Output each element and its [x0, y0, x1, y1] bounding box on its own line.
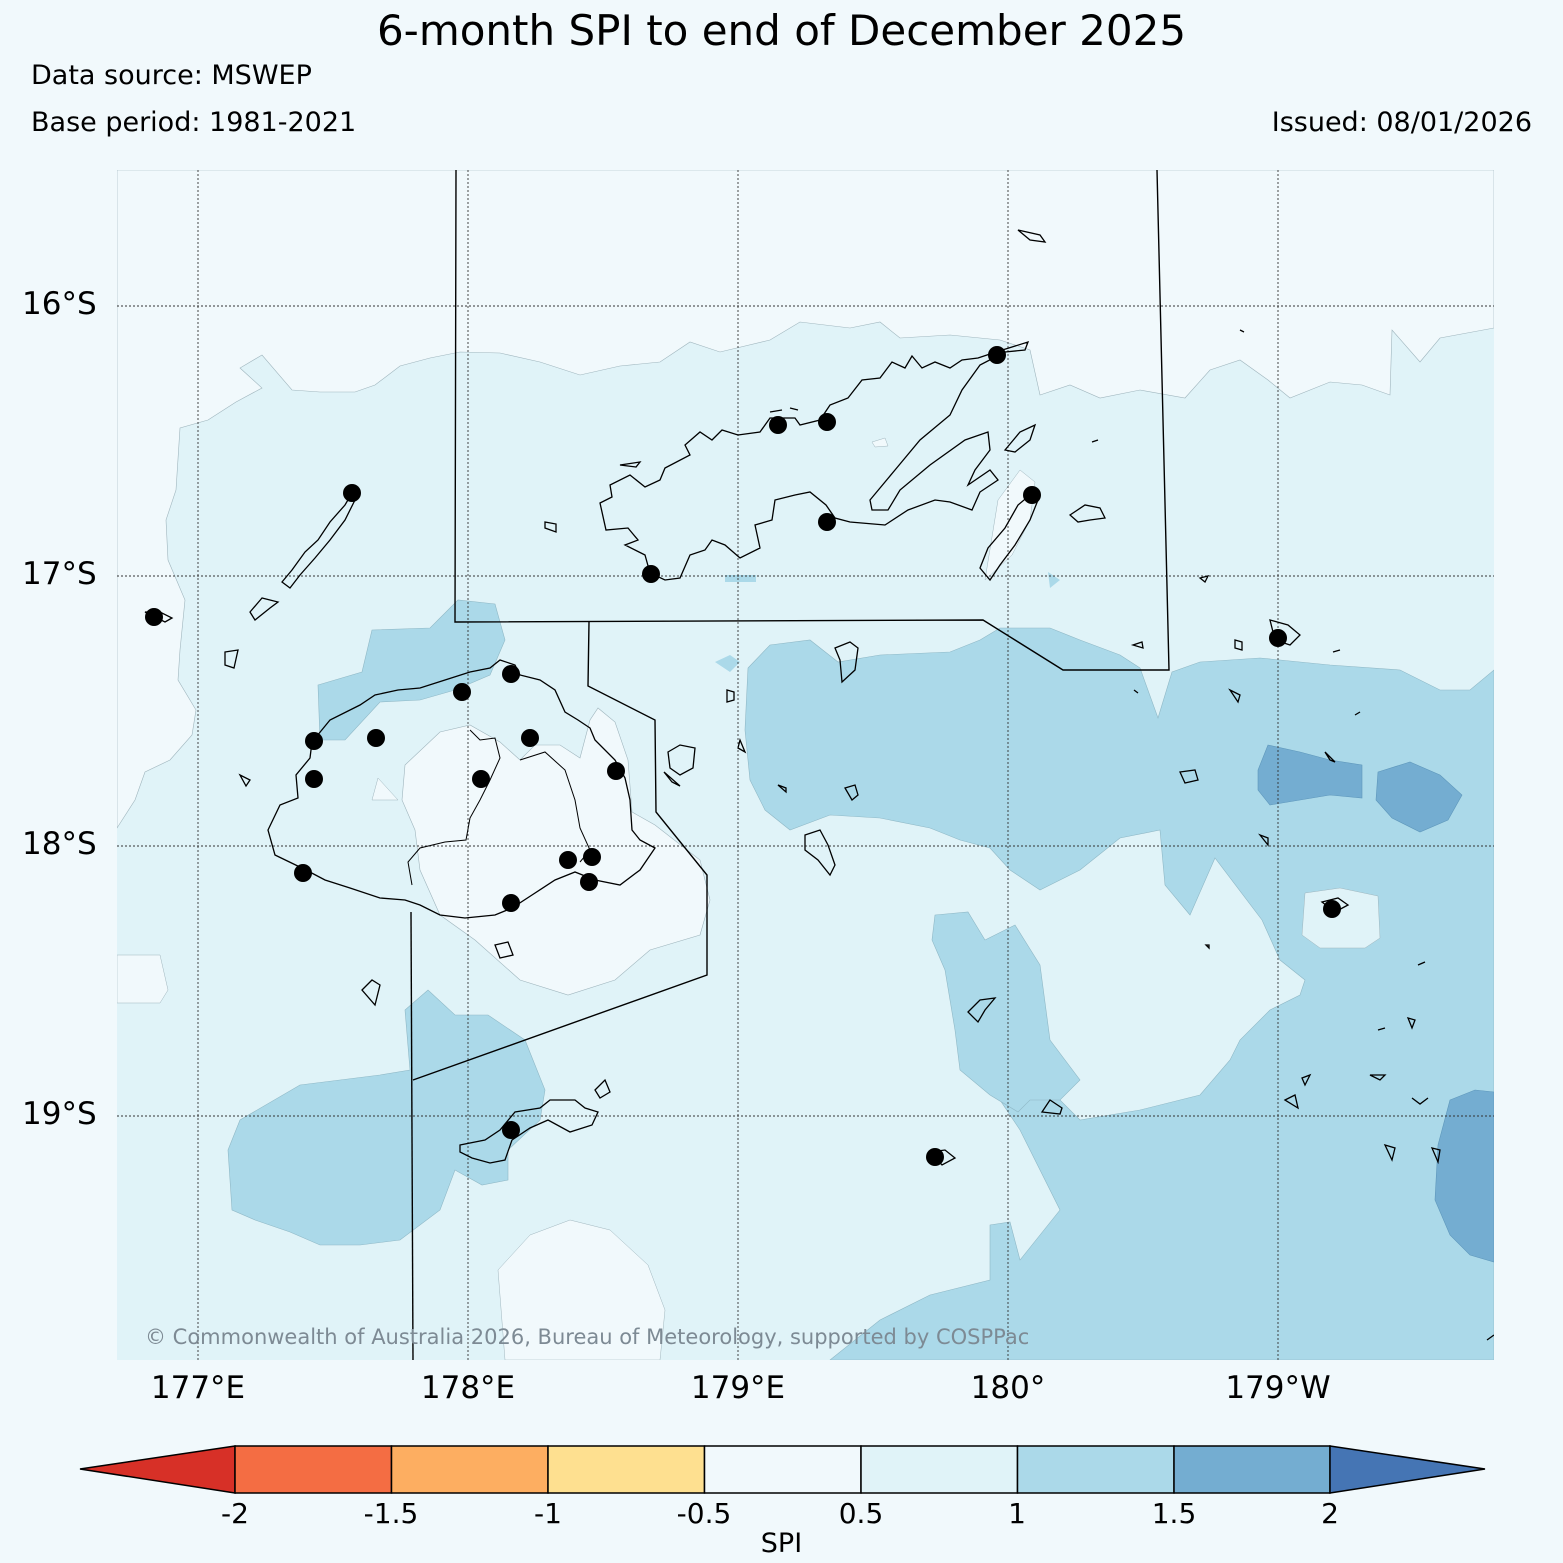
spi-neutral-north [117, 170, 1494, 829]
station-marker[interactable] [642, 565, 660, 583]
issued-date-text: Issued: 08/01/2026 [1271, 107, 1532, 138]
colorbar-segment [547, 1445, 706, 1494]
lon-label-179e: 179°E [690, 1370, 786, 1406]
colorbar-tick: 1 [1008, 1497, 1026, 1530]
yasawa-coast [281, 491, 356, 589]
base-period-text: Base period: 1981-2021 [31, 107, 357, 138]
station-marker[interactable] [988, 346, 1006, 364]
spi-wet-strip [725, 575, 756, 582]
colorbar-tick: -0.5 [676, 1497, 732, 1530]
viti-levu-coast [267, 659, 656, 919]
colorbar-segment [860, 1445, 1019, 1494]
station-marker[interactable] [818, 413, 836, 431]
spi-neutral-vitilevu-west [371, 777, 399, 801]
colorbar-tick: -1.5 [363, 1497, 419, 1530]
spi-shading [117, 170, 1494, 1360]
lat-label-17s: 17°S [22, 556, 97, 592]
spi-verywet-2 [1375, 761, 1463, 833]
station-marker[interactable] [367, 729, 385, 747]
colorbar-segment [1173, 1445, 1331, 1494]
colorbar-extend-high [1329, 1445, 1486, 1494]
station-marker[interactable] [1269, 629, 1287, 647]
station-marker[interactable] [145, 608, 163, 626]
lat-label-18s: 18°S [22, 826, 97, 862]
station-marker[interactable] [305, 770, 323, 788]
lon-label-178e: 178°E [420, 1370, 516, 1406]
colorbar-segment [390, 1445, 549, 1494]
spi-wet-kadavu [227, 989, 546, 1246]
copyright-credit: © Commonwealth of Australia 2026, Bureau… [145, 1325, 1030, 1349]
kadavu-coast [459, 1099, 599, 1164]
station-marker[interactable] [1323, 900, 1341, 918]
station-marker[interactable] [502, 1121, 520, 1139]
lat-label-19s: 19°S [22, 1096, 97, 1132]
station-marker[interactable] [453, 683, 471, 701]
station-marker[interactable] [472, 770, 490, 788]
spi-neutral-taveuni [984, 469, 1036, 581]
colorbar-tick: 0.5 [838, 1497, 884, 1530]
station-marker[interactable] [926, 1148, 944, 1166]
colorbar-segment [1016, 1445, 1175, 1494]
spi-neutral-south [497, 1219, 666, 1360]
spi-neutral-lau [1301, 887, 1381, 949]
station-markers [145, 346, 1341, 1166]
spi-neutral-west [117, 954, 169, 1004]
colorbar-extend-low [79, 1445, 236, 1494]
spi-wet-dot-1 [715, 655, 740, 672]
spi-wet-south-central [931, 911, 1081, 1113]
lat-label-16s: 16°S [22, 286, 97, 322]
data-source-text: Data source: MSWEP [31, 60, 312, 91]
division-boundaries [410, 170, 1170, 1360]
spi-wet-vitilevu-north [317, 599, 506, 741]
spi-wet-lau-region [744, 627, 1494, 1360]
station-marker[interactable] [1023, 486, 1041, 504]
colorbar-tick: 1.5 [1151, 1497, 1197, 1530]
station-marker[interactable] [769, 416, 787, 434]
colorbar-tick: -1 [534, 1497, 562, 1530]
colorbar-label: SPI [760, 1528, 803, 1559]
colorbar-tick: -2 [221, 1497, 249, 1530]
station-marker[interactable] [607, 762, 625, 780]
spi-verywet-3 [1434, 1089, 1494, 1263]
station-marker[interactable] [818, 513, 836, 531]
spi-verywet-1 [1257, 744, 1363, 806]
station-marker[interactable] [343, 484, 361, 502]
colorbar-segment [703, 1445, 862, 1494]
station-marker[interactable] [559, 851, 577, 869]
spi-neutral-dot [871, 437, 889, 448]
station-marker[interactable] [583, 848, 601, 866]
colorbar-tick: 2 [1321, 1497, 1339, 1530]
map-title: 6-month SPI to end of December 2025 [376, 6, 1187, 55]
lon-label-180: 180° [970, 1370, 1046, 1406]
colorbar-segment [234, 1445, 393, 1494]
lon-label-177e: 177°E [150, 1370, 246, 1406]
station-marker[interactable] [502, 665, 520, 683]
station-marker[interactable] [502, 894, 520, 912]
station-marker[interactable] [294, 864, 312, 882]
station-marker[interactable] [305, 732, 323, 750]
station-marker[interactable] [580, 873, 598, 891]
colorbar [79, 1445, 1486, 1494]
lon-label-179w: 179°W [1225, 1370, 1331, 1406]
station-marker[interactable] [521, 729, 539, 747]
